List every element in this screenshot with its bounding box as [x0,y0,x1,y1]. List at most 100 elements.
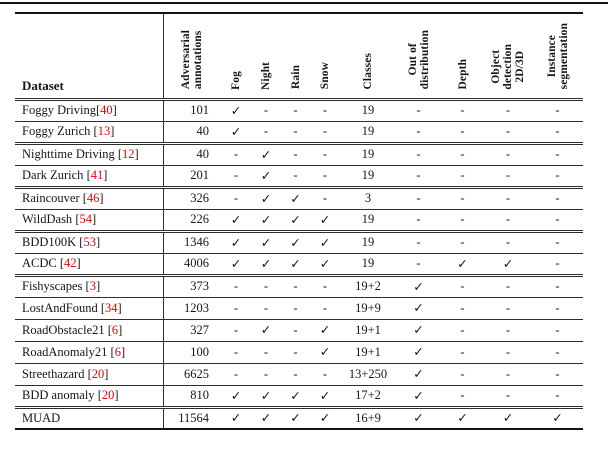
cell-night: - [263,344,269,359]
cell-fog: - [233,168,239,182]
citation-bracket-open: [ [97,388,102,402]
cell-classes: 19+9 [355,300,381,315]
col-header-instance-segmentation: Instance segmentation [532,13,583,99]
cell-adv: 326 [190,191,209,205]
citation-bracket-open: [ [95,103,101,117]
cell-depth: - [460,279,465,293]
cell-instseg: - [555,212,560,226]
citation-bracket-close: ] [95,235,101,249]
citation-bracket-open: [ [75,212,80,226]
citation-bracket-close: ] [76,256,81,270]
citation-bracket-open: [ [86,168,91,182]
cell-objdet: - [505,168,511,182]
cell-ood: - [416,191,421,205]
citation-bracket-close: ] [120,344,126,359]
cell-instseg: - [555,322,560,337]
cell-night: - [263,366,269,381]
cell-night: ✓ [260,191,272,206]
cell-ood: ✓ [413,279,424,294]
dataset-name-cell: ACDC [42] [15,253,164,275]
rotated-label: Out of distribution [406,30,431,90]
cell-adv: 1203 [184,300,209,315]
cell-snow: ✓ [319,345,331,359]
cell-objdet: - [505,388,511,402]
cell-night: ✓ [260,147,272,162]
cell-fog: - [233,191,239,205]
cell-rain: - [293,124,298,138]
cell-night: ✓ [260,323,272,337]
cell-classes: 19+2 [355,279,381,293]
citation-number[interactable]: 46 [86,191,100,205]
table-row: MUAD 11564 ✓ ✓ ✓ ✓ 16+9 ✓ ✓ ✓ ✓ [15,407,583,429]
cell-adv: 810 [190,388,209,402]
dataset-comparison-table: Dataset Adversarial annotations Fog Nigh… [15,12,583,430]
cell-fog: ✓ [230,256,242,271]
citation-bracket-open: [ [82,191,87,205]
citation-number[interactable]: 12 [122,147,135,161]
rotated-label: Fog [230,70,242,90]
citation-number[interactable]: 34 [105,300,118,315]
cell-night: - [263,279,269,293]
cell-depth: - [460,322,465,337]
cell-objdet: - [505,212,511,226]
cell-instseg: - [555,235,560,249]
cell-instseg: - [555,124,560,138]
cell-depth: - [460,168,465,182]
cell-fog: - [233,279,239,293]
cell-depth: - [460,366,465,381]
rotated-label: Depth [456,58,469,90]
cell-classes: 3 [364,191,372,205]
cell-adv: 226 [190,212,209,226]
cell-rain: ✓ [290,235,301,250]
cell-objdet: - [505,191,511,205]
dataset-name: Fishyscapes [22,279,86,293]
citation-number[interactable]: 13 [97,124,111,138]
citation-bracket-open: [ [100,300,105,315]
dataset-name-cell: LostAndFound [34] [15,297,164,319]
cell-snow: - [322,191,328,205]
citation-number[interactable]: 20 [91,366,105,381]
col-header-out-of-distribution: Out of distribution [396,13,441,99]
cell-objdet: ✓ [502,256,514,271]
table-row: Foggy Zurich [13] 40 ✓ - - - 19 - - - - [15,121,583,143]
cell-classes: 19 [361,235,375,249]
dataset-name-cell: Streethazard [20] [15,363,164,385]
cell-ood: - [416,147,421,161]
table-row: LostAndFound [34] 1203 - - - - 19+9 ✓ - - - [15,297,583,319]
citation-bracket-open: [ [59,256,65,270]
citation-number[interactable]: 20 [101,388,115,402]
citation-number[interactable]: 40 [100,103,113,117]
cell-rain: ✓ [290,388,301,403]
table-row: RoadObstacle21 [6] 327 - ✓ - ✓ 19+1 ✓ - - - [15,319,583,341]
cell-rain: ✓ [290,411,301,426]
citation-number[interactable]: 53 [83,235,96,249]
citation-number[interactable]: 54 [79,212,92,226]
citation-number[interactable]: 6 [111,322,119,337]
cell-fog: ✓ [230,388,242,403]
cell-instseg: - [555,256,560,270]
citation-number[interactable]: 3 [89,279,96,293]
cell-fog: ✓ [230,212,242,227]
cell-ood: ✓ [413,367,424,381]
cell-classes: 19 [361,103,375,117]
cell-ood: - [416,212,421,226]
citation-bracket-open: [ [85,279,90,293]
citation-number[interactable]: 6 [114,344,121,359]
cell-adv: 100 [190,344,209,359]
rotated-label: Rain [289,65,302,90]
dataset-name-cell: BDD anomaly [20] [15,385,164,407]
citation-number[interactable]: 41 [90,168,104,182]
cell-depth: ✓ [457,256,468,271]
cell-adv: 101 [190,103,209,117]
cell-night: - [263,124,269,138]
dataset-name-cell: WildDash [54] [15,209,164,231]
dataset-name-cell: RoadObstacle21 [6] [15,319,164,341]
cell-rain: ✓ [290,212,301,227]
citation-number[interactable]: 42 [64,256,77,270]
cell-objdet: - [505,300,511,315]
cell-ood: - [416,235,421,249]
cell-objdet: - [505,279,511,293]
cell-rain: - [293,344,298,359]
cell-classes: 19+1 [355,322,381,337]
cell-objdet: - [505,344,511,359]
